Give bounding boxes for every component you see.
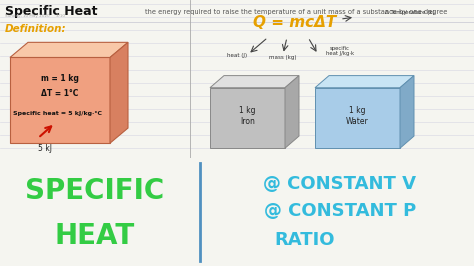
Text: m = 1 kg: m = 1 kg <box>41 74 79 83</box>
Text: @ CONSTANT V: @ CONSTANT V <box>264 175 417 193</box>
Text: ΔT = 1°C: ΔT = 1°C <box>41 89 79 98</box>
Polygon shape <box>315 88 400 148</box>
Text: the energy required to raise the temperature of a unit mass of a substance by on: the energy required to raise the tempera… <box>145 9 447 15</box>
Polygon shape <box>210 88 285 148</box>
Text: Sunday, 10 May 2020     3/10: Sunday, 10 May 2020 3/10 <box>5 14 65 18</box>
Text: 1 kg
Water: 1 kg Water <box>346 106 369 126</box>
Text: @ CONSTANT P: @ CONSTANT P <box>264 202 416 220</box>
Text: 5 kJ: 5 kJ <box>38 144 52 153</box>
Text: 1 kg
Iron: 1 kg Iron <box>239 106 256 126</box>
Text: Δ Temperature (k): Δ Temperature (k) <box>385 10 435 15</box>
Text: Q = mcΔT: Q = mcΔT <box>254 15 337 30</box>
Text: Specific heat = 5 kJ/kg·°C: Specific heat = 5 kJ/kg·°C <box>13 111 102 116</box>
Polygon shape <box>315 76 414 88</box>
Text: mass (kg): mass (kg) <box>269 56 297 60</box>
Text: Definition:: Definition: <box>5 24 67 34</box>
Text: Specific Heat: Specific Heat <box>5 5 98 18</box>
Text: HEAT: HEAT <box>55 222 135 250</box>
Polygon shape <box>285 76 299 148</box>
Polygon shape <box>10 57 110 143</box>
Polygon shape <box>110 42 128 143</box>
Text: SPECIFIC: SPECIFIC <box>26 177 164 205</box>
Text: heat (J): heat (J) <box>227 53 247 59</box>
Polygon shape <box>10 42 128 57</box>
Polygon shape <box>400 76 414 148</box>
Polygon shape <box>210 76 299 88</box>
Text: specific
heat J/kg·k: specific heat J/kg·k <box>326 46 354 56</box>
Text: RATIO: RATIO <box>275 231 335 249</box>
